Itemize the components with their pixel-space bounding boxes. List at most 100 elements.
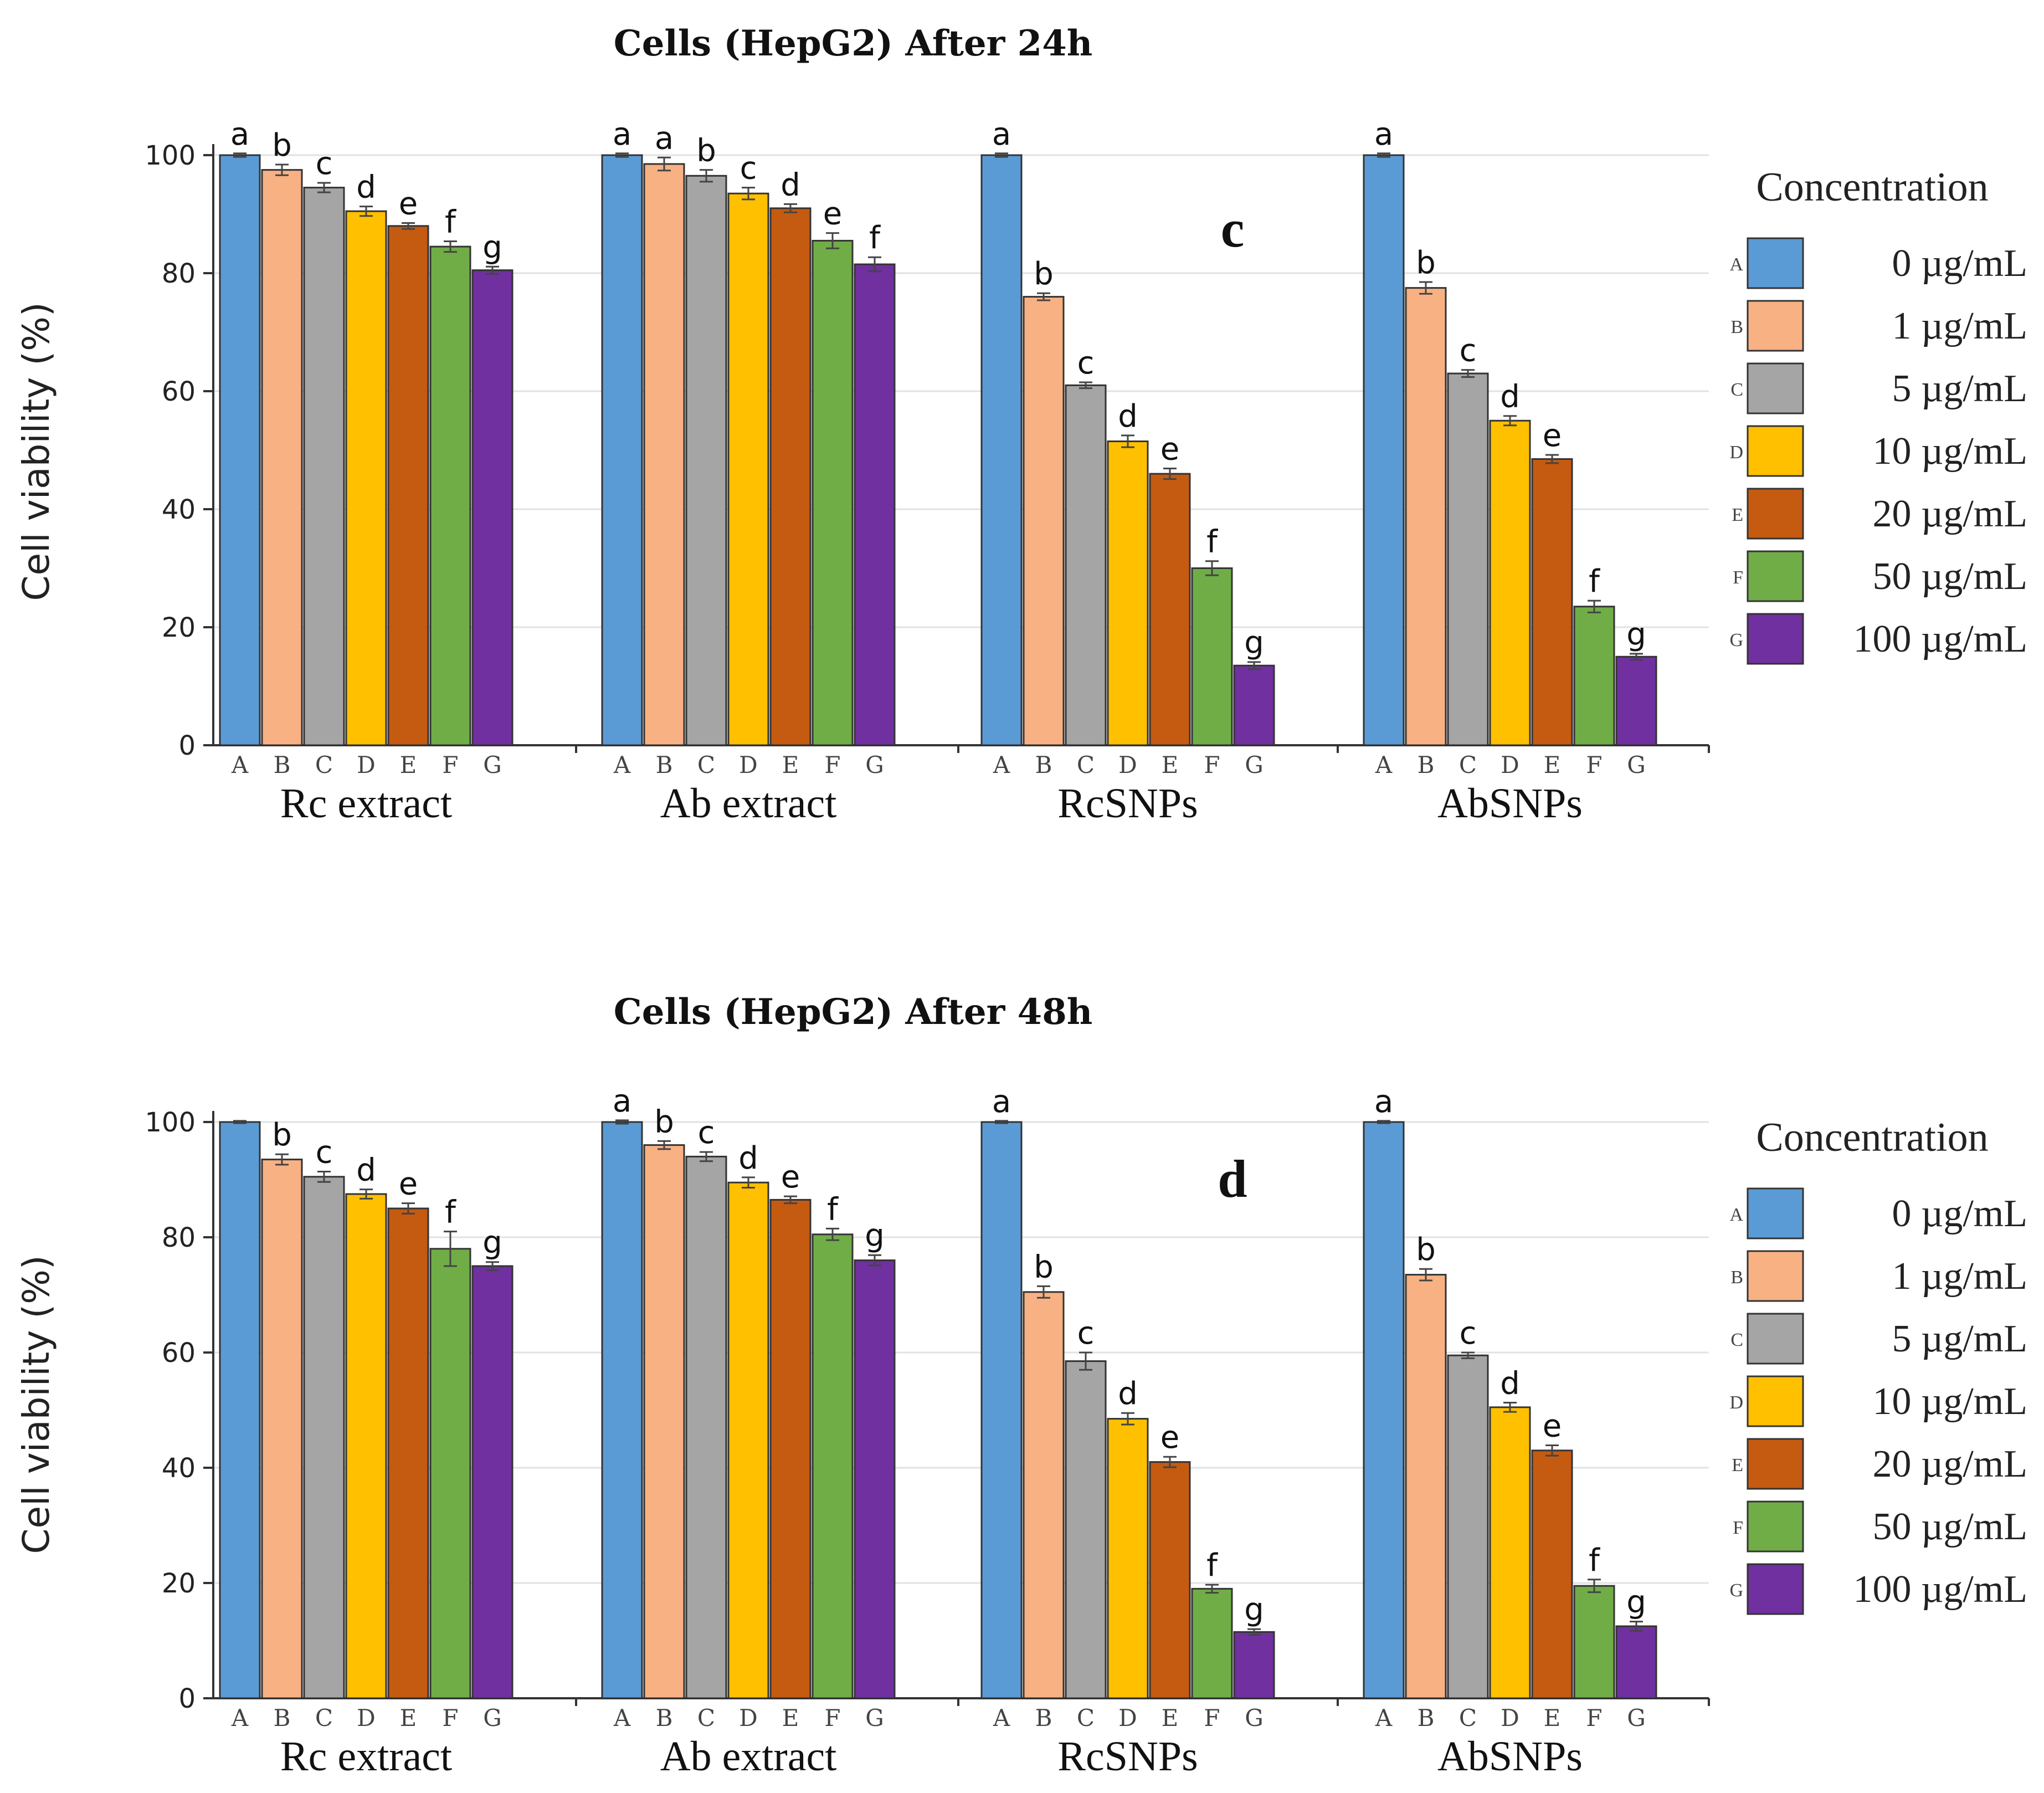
significance-letter: f (1206, 1548, 1218, 1584)
legend-label: 100 µg/mL (1853, 618, 2028, 660)
significance-letter: b (272, 127, 292, 163)
x-tick-label: F (1204, 751, 1220, 778)
significance-letter: b (1416, 245, 1436, 281)
plot-area: 0 20 40 60 80 100 Ab Bc Cd De Ef Fg G Rc extract a Ab Bc… (145, 1083, 1710, 1780)
x-tick-label: D (1501, 751, 1519, 778)
bar (1233, 1631, 1275, 1699)
bar (1405, 287, 1447, 746)
significance-letter: f (869, 220, 881, 256)
bar (471, 269, 513, 746)
legend-item: F 50 µg/mL (1733, 550, 2027, 602)
legend: Concentration A 0 µg/mL B 1 µg/mL C 5 µg/mL D 10… (1729, 165, 2028, 665)
x-tick-label: B (656, 1704, 673, 1731)
significance-letter: a (1374, 116, 1393, 152)
panel-letter: d (1218, 1149, 1247, 1208)
x-tick-label: C (1459, 1704, 1477, 1731)
legend-label: 20 µg/mL (1873, 1443, 2028, 1485)
bar (1191, 1587, 1233, 1699)
legend-label: 1 µg/mL (1892, 305, 2028, 347)
legend-item: D 10 µg/mL (1729, 1375, 2028, 1427)
bar (1023, 1291, 1065, 1699)
legend-item: A 0 µg/mL (1729, 1187, 2028, 1239)
legend-label: 100 µg/mL (1853, 1568, 2028, 1611)
bar (769, 1198, 812, 1699)
y-axis-label: Cell viability (%) (15, 302, 58, 601)
legend-item: B 1 µg/mL (1730, 1250, 2027, 1302)
bar (219, 1121, 261, 1699)
bar (387, 1207, 429, 1699)
x-tick-label: G (1627, 751, 1646, 778)
legend-item: B 1 µg/mL (1730, 300, 2028, 352)
x-tick-label: E (782, 751, 799, 778)
significance-letter: b (696, 133, 716, 169)
x-tick-label: A (993, 751, 1010, 778)
significance-letter: c (740, 151, 757, 187)
legend-key: A (1729, 1205, 1743, 1225)
bar (980, 154, 1023, 746)
significance-letter: d (1118, 398, 1138, 434)
legend-key: G (1729, 630, 1743, 650)
significance-letter: d (738, 1140, 758, 1176)
x-tick-label: B (656, 751, 673, 778)
legend-label: 10 µg/mL (1873, 1380, 2028, 1423)
legend-key: A (1729, 254, 1743, 275)
bar (727, 192, 769, 746)
bar (345, 210, 387, 746)
significance-letter: g (1244, 1592, 1264, 1628)
bar (1149, 1461, 1191, 1699)
y-tick-label: 100 (145, 140, 196, 171)
x-tick-label: F (1204, 1704, 1220, 1731)
bar (1531, 458, 1573, 746)
legend-title: Concentration (1756, 1115, 1988, 1160)
x-tick-label: G (865, 751, 884, 778)
y-tick-label: 20 (162, 612, 196, 643)
significance-letter: e (823, 196, 842, 232)
legend-item: C 5 µg/mL (1730, 362, 2028, 414)
x-tick-label: A (1375, 751, 1393, 778)
bar (1149, 473, 1191, 746)
x-tick-label: D (739, 751, 758, 778)
legend-label: 5 µg/mL (1892, 367, 2028, 410)
legend-label: 0 µg/mL (1892, 1192, 2028, 1235)
x-tick-label: C (315, 1704, 333, 1731)
legend-swatch (1747, 550, 1804, 602)
bar (812, 1233, 854, 1699)
bar (1615, 655, 1657, 746)
legend-swatch (1747, 1563, 1804, 1615)
x-tick-label: D (1118, 1704, 1137, 1731)
bar (1447, 372, 1489, 746)
significance-letter: e (399, 186, 418, 222)
bar (1489, 419, 1531, 746)
bar (345, 1193, 387, 1699)
x-tick-label: B (274, 1704, 291, 1731)
legend-item: A 0 µg/mL (1729, 237, 2027, 289)
legend-item: C 5 µg/mL (1730, 1313, 2027, 1365)
significance-letter: c (1077, 1315, 1095, 1351)
x-tick-label: E (1162, 1704, 1179, 1731)
bar (685, 175, 727, 746)
plot-area: 0 20 40 60 80 100 a Ab Bc Cd De Ef Fg G Rc extract a Aa B… (145, 116, 1710, 827)
x-tick-label: F (824, 751, 840, 778)
legend-item: E 20 µg/mL (1732, 488, 2027, 540)
bar (980, 1121, 1023, 1699)
x-tick-label: C (315, 751, 333, 778)
legend-item: G 100 µg/mL (1729, 613, 2028, 665)
significance-letter: g (1244, 625, 1264, 661)
significance-letter: d (1118, 1376, 1138, 1412)
bar (429, 245, 471, 746)
bar-group-rc-extract: Ab Bc Cd De Ef Fg G Rc extract (219, 1117, 513, 1780)
x-tick-label: B (1035, 751, 1052, 778)
legend-key: C (1730, 380, 1743, 400)
significance-letter: e (1543, 418, 1562, 454)
significance-letter: e (1543, 1408, 1562, 1444)
bar-group-rc-extract: a Ab Bc Cd De Ef Fg G Rc extract (219, 116, 513, 827)
bar (219, 154, 261, 746)
significance-letter: a (992, 116, 1011, 152)
group-label: AbSNPs (1437, 780, 1583, 827)
significance-letter: f (1589, 1543, 1600, 1579)
bar (303, 187, 345, 746)
x-tick-label: A (231, 1704, 249, 1731)
x-tick-label: F (824, 1704, 840, 1731)
x-tick-label: C (697, 751, 715, 778)
legend-swatch (1747, 1250, 1804, 1302)
